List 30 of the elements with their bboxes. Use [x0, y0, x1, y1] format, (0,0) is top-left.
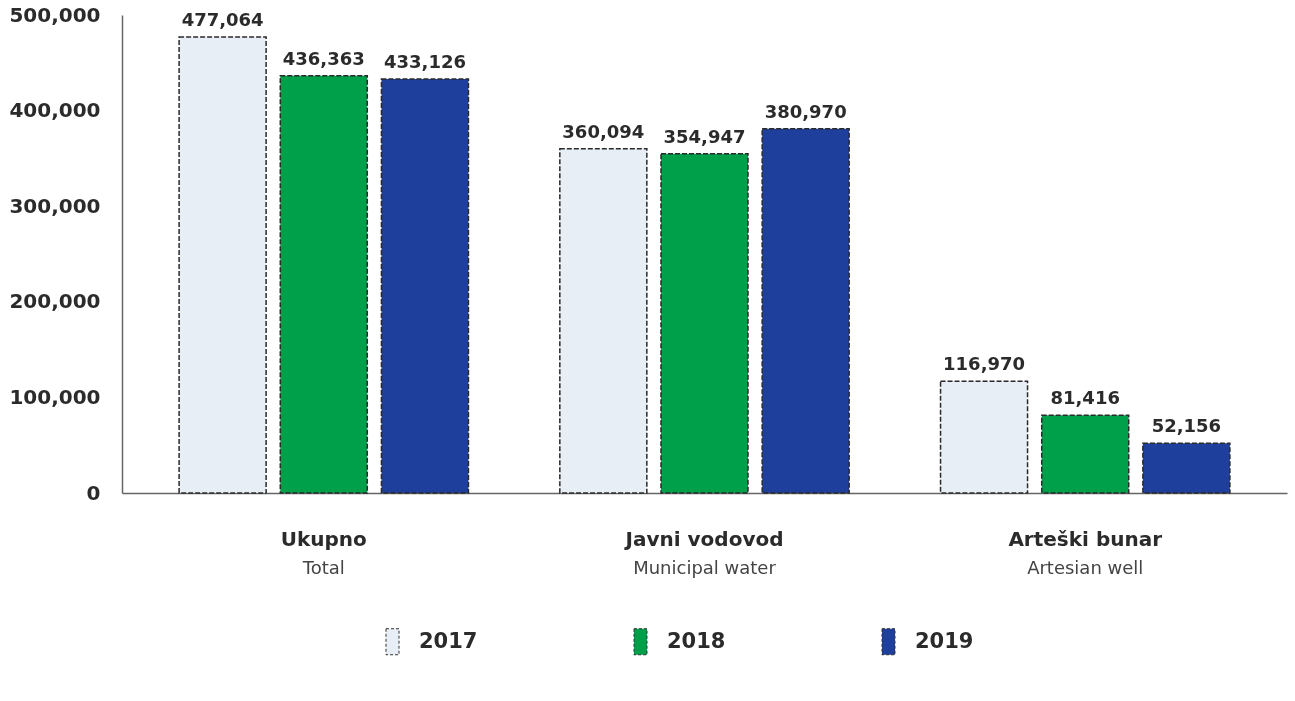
data-label: 433,126 — [383, 50, 466, 72]
bar — [660, 152, 749, 494]
y-tick-label: 200,000 — [9, 289, 101, 314]
data-label: 52,156 — [1151, 415, 1222, 437]
bar — [178, 36, 267, 494]
y-tick-label: 0 — [86, 480, 101, 505]
legend-label: 2017 — [419, 628, 478, 653]
data-label: 477,064 — [181, 8, 264, 30]
bar — [939, 380, 1029, 494]
data-label: 380,970 — [764, 100, 847, 122]
data-label: 81,416 — [1050, 387, 1120, 409]
legend-label: 2019 — [915, 628, 974, 653]
category-label: Ukupno Total — [280, 526, 367, 578]
y-tick-label: 500,000 — [9, 2, 101, 27]
bar — [1040, 414, 1130, 494]
data-label: 354,947 — [663, 125, 746, 147]
legend-label: 2018 — [667, 628, 726, 653]
bar — [559, 148, 648, 494]
category-label: Arteški bunar Artesian well — [1008, 526, 1163, 578]
bar — [380, 78, 470, 494]
data-label: 360,094 — [562, 120, 645, 142]
bar — [1142, 442, 1231, 494]
y-tick-label: 400,000 — [9, 98, 101, 123]
bar — [761, 128, 850, 494]
category-label: Javni vodovod Municipal water — [625, 526, 784, 578]
data-label: 116,970 — [943, 353, 1026, 375]
y-tick-label: 300,000 — [9, 193, 101, 218]
bar — [279, 75, 369, 494]
y-tick-label: 100,000 — [9, 384, 101, 409]
data-label: 436,363 — [282, 47, 365, 69]
